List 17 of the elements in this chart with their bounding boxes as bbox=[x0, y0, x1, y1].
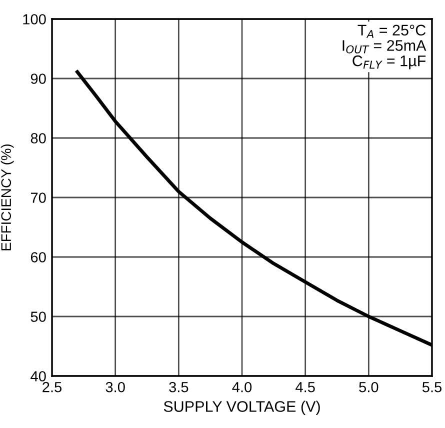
y-tick-label: 70 bbox=[30, 192, 46, 203]
y-tick-label: 60 bbox=[30, 252, 46, 262]
x-tick-label: 3.0 bbox=[106, 382, 125, 392]
x-tick-label: 4.5 bbox=[296, 382, 315, 392]
y-tick-label: 80 bbox=[30, 133, 46, 144]
x-tick-label: 2.5 bbox=[42, 382, 62, 392]
text: T$_{A}$ = 25°C I$_{OUT}$ = 25mA C$_{FLY}$ = 1µF bbox=[342, 24, 426, 70]
y-tick-label: 100 bbox=[23, 14, 46, 24]
y-axis-title: EFFICIENCY (%) bbox=[0, 144, 14, 250]
x-tick-label: 5.0 bbox=[359, 382, 378, 392]
y-tick-label: 50 bbox=[30, 312, 46, 322]
y-tick-label: 40 bbox=[30, 371, 46, 382]
y-tick-label: 90 bbox=[30, 74, 46, 84]
x-axis-title: SUPPLY VOLTAGE (V) bbox=[164, 400, 320, 415]
x-tick-label: 3.5 bbox=[169, 382, 188, 392]
x-tick-label: 4.0 bbox=[232, 382, 252, 392]
x-tick-label: 5.5 bbox=[422, 382, 442, 392]
